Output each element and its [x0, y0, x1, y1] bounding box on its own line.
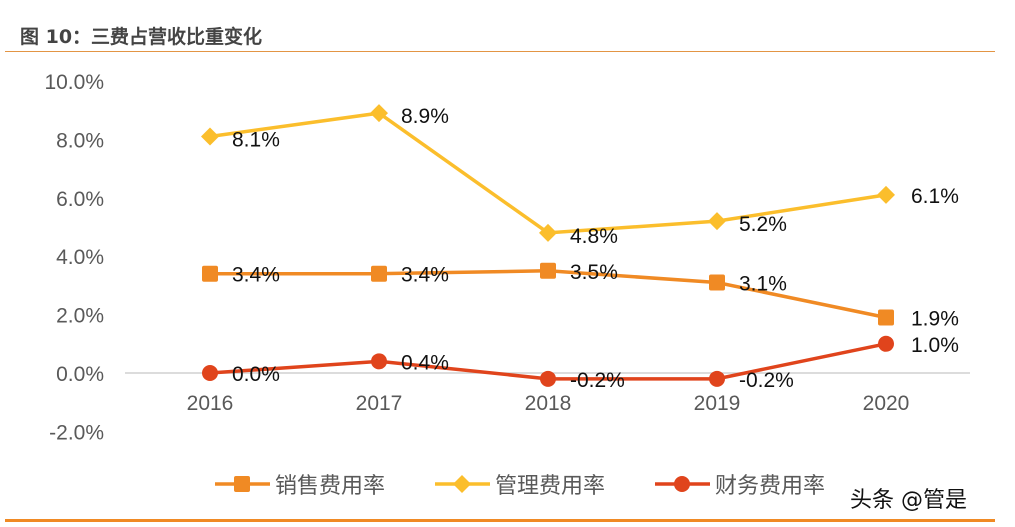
x-tick-label: 2016 — [187, 392, 234, 415]
y-tick-label: 6.0% — [56, 188, 104, 211]
y-tick-label: 4.0% — [56, 246, 104, 269]
data-label: 1.9% — [911, 308, 959, 331]
legend-label: 财务费用率 — [715, 474, 825, 499]
data-point-square — [202, 265, 218, 282]
title-divider — [5, 51, 995, 52]
legend-marker-square — [234, 476, 250, 492]
data-point-diamond — [708, 212, 726, 231]
footer-divider — [5, 519, 995, 522]
figure-title: 图 10：三费占营收比重变化 — [20, 26, 263, 48]
data-point-circle — [202, 365, 218, 381]
data-label: 3.1% — [739, 272, 787, 295]
x-tick-label: 2017 — [356, 392, 403, 415]
x-tick-label: 2020 — [863, 392, 910, 415]
data-point-square — [709, 274, 725, 291]
y-tick-label: 8.0% — [56, 129, 104, 152]
data-label: 3.4% — [232, 264, 280, 287]
data-point-diamond — [877, 185, 895, 204]
y-tick-label: -2.0% — [49, 421, 104, 444]
data-label: -0.2% — [739, 369, 794, 392]
data-label: 8.9% — [401, 105, 449, 128]
x-tick-label: 2019 — [694, 392, 741, 415]
x-tick-label: 2018 — [525, 392, 572, 415]
data-label: 0.0% — [232, 363, 280, 386]
data-label: 4.8% — [570, 225, 618, 248]
data-point-circle — [371, 353, 387, 370]
data-point-diamond — [370, 104, 388, 123]
data-label: 3.4% — [401, 264, 449, 287]
data-label: 5.2% — [739, 213, 787, 236]
data-point-circle — [709, 370, 725, 387]
data-point-diamond — [539, 223, 557, 242]
data-label: 0.4% — [401, 351, 449, 374]
y-tick-label: 2.0% — [56, 305, 104, 328]
watermark: 头条 @管是 — [850, 488, 967, 513]
y-tick-label: 0.0% — [56, 363, 104, 386]
data-point-circle — [878, 335, 894, 352]
legend-label: 销售费用率 — [275, 474, 385, 499]
data-point-square — [878, 309, 894, 326]
data-label: 6.1% — [911, 185, 959, 208]
data-point-diamond — [201, 127, 219, 146]
data-point-square — [540, 262, 556, 279]
data-label: 3.5% — [570, 261, 618, 284]
legend-label: 管理费用率 — [495, 474, 605, 499]
data-point-square — [371, 265, 387, 282]
data-label: 1.0% — [911, 334, 959, 357]
legend-marker-circle — [674, 476, 690, 492]
legend-marker-diamond — [453, 475, 471, 493]
data-label: -0.2% — [570, 369, 625, 392]
data-label: 8.1% — [232, 128, 280, 151]
y-tick-label: 10.0% — [44, 71, 104, 94]
data-point-circle — [540, 370, 556, 387]
